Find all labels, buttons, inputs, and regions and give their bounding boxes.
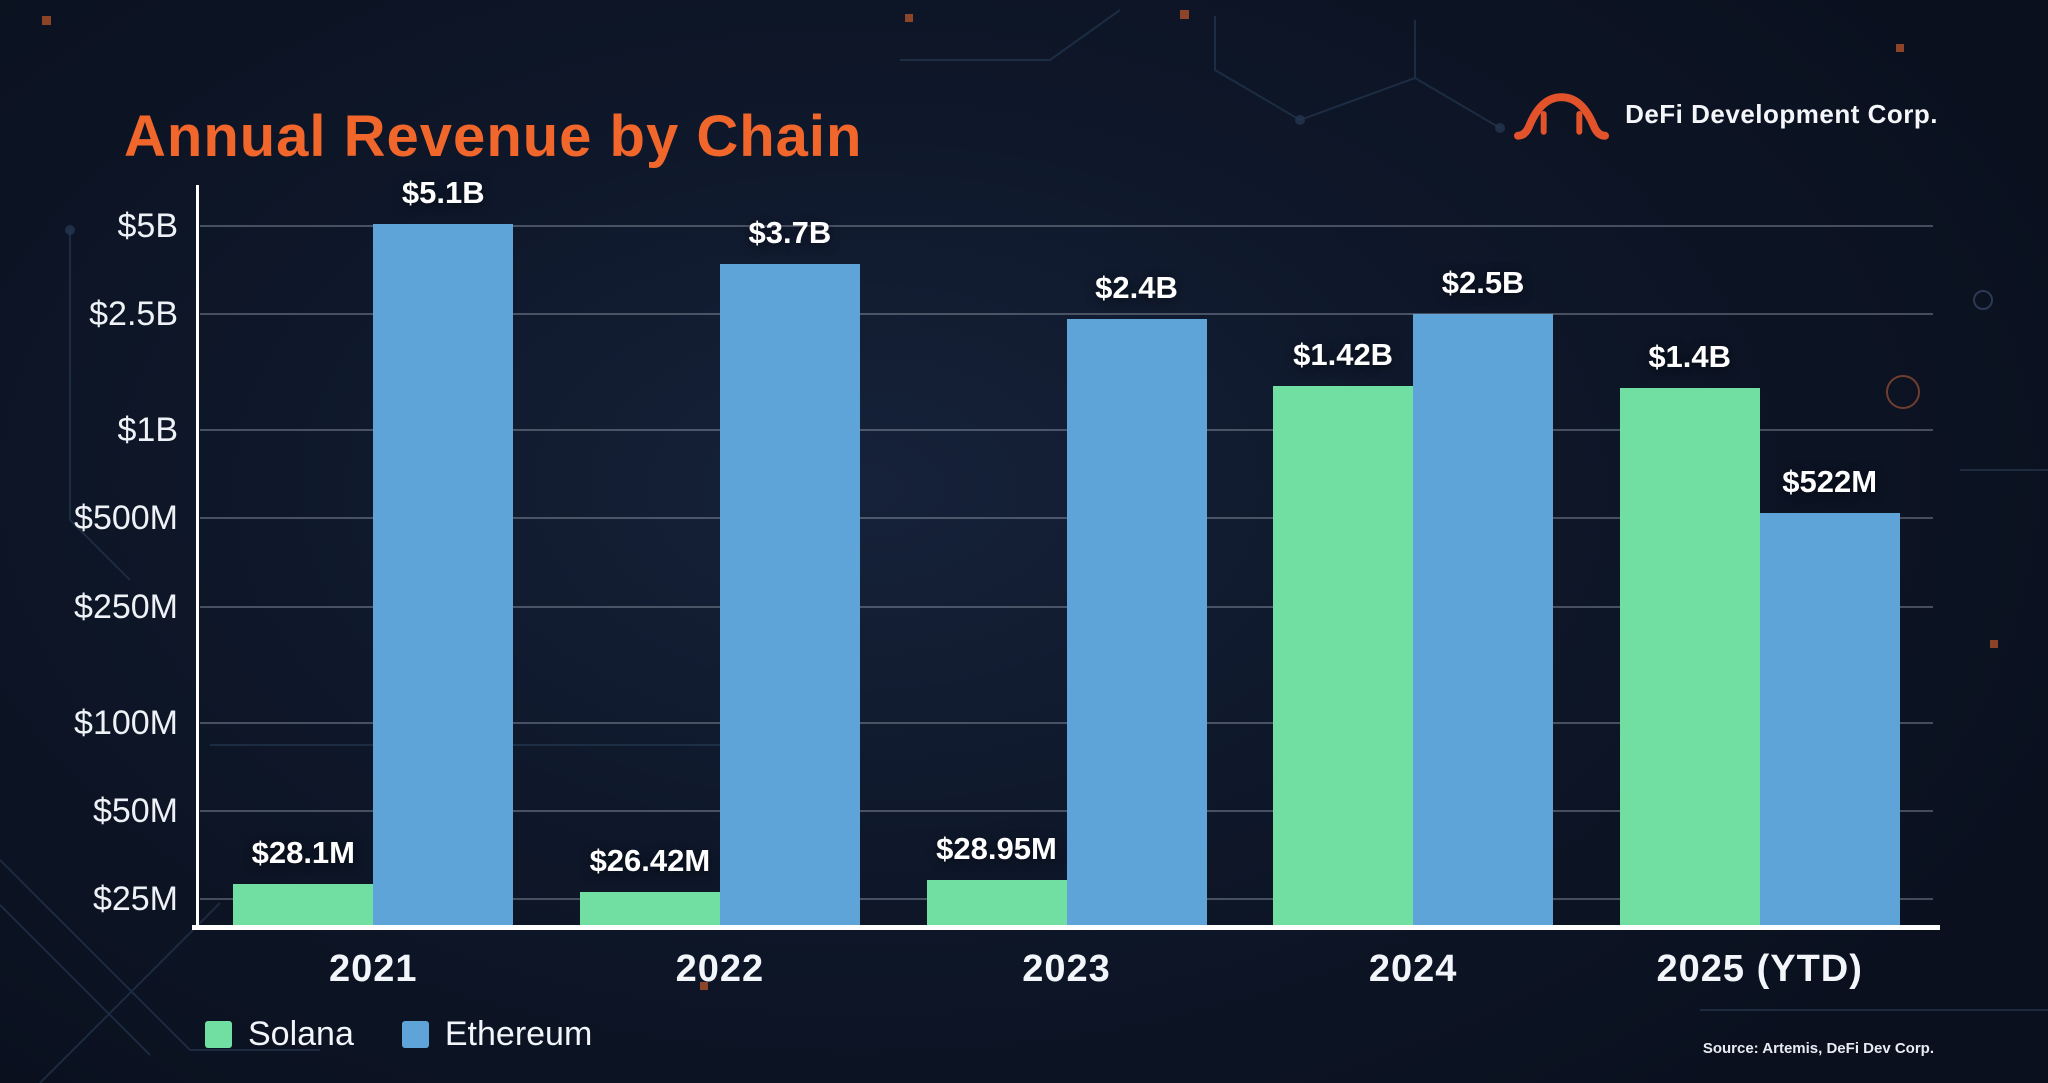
value-label-ethereum-2025ytd: $522M	[1782, 464, 1878, 500]
bridge-arch-icon	[1514, 84, 1610, 145]
y-tick-label: $5B	[117, 207, 179, 246]
bar-ethereum-2022	[719, 264, 860, 927]
value-label-ethereum-2022: $3.7B	[748, 215, 832, 251]
source-note: Source: Artemis, DeFi Dev Corp.	[1702, 1040, 1934, 1057]
y-tick-label: $2.5B	[89, 295, 178, 334]
x-axis-line	[192, 925, 1940, 930]
x-axis-label-2022: 2022	[675, 948, 765, 990]
y-axis-line	[196, 185, 199, 930]
legend-label-ethereum: Ethereum	[444, 1015, 593, 1053]
bar-solana-2022	[579, 891, 720, 927]
value-label-ethereum-2023: $2.4B	[1095, 270, 1178, 306]
bar-ethereum-2021	[373, 223, 514, 927]
bar-ethereum-2025ytd	[1759, 513, 1900, 927]
bar-solana-2021	[233, 884, 374, 927]
x-axis-label-2023: 2023	[1022, 948, 1111, 990]
legend-swatch-solana	[205, 1021, 232, 1048]
y-tick-label: $1B	[117, 411, 179, 450]
bar-solana-2023	[926, 880, 1067, 927]
value-label-solana-2021: $28.1M	[251, 835, 355, 871]
gridline	[200, 225, 1933, 228]
legend-swatch-ethereum	[401, 1021, 429, 1048]
y-tick-label: $50M	[92, 791, 178, 830]
value-label-solana-2024: $1.42B	[1293, 336, 1394, 372]
bar-ethereum-2024	[1413, 314, 1554, 927]
legend-label-solana: Solana	[248, 1015, 354, 1053]
x-axis-label-2025ytd: 2025 (YTD)	[1656, 948, 1863, 990]
value-label-solana-2023: $28.95M	[936, 831, 1057, 867]
legend: Solana Ethereum	[205, 1015, 592, 1054]
y-tick-label: $250M	[74, 587, 178, 626]
bar-solana-2024	[1273, 385, 1414, 927]
page-title: Annual Revenue by Chain	[124, 103, 863, 169]
value-label-solana-2022: $26.42M	[589, 842, 711, 878]
brand: DeFi Development Corp.	[1514, 84, 1938, 145]
value-label-solana-2025ytd: $1.4B	[1648, 338, 1732, 374]
x-axis-label-2021: 2021	[329, 948, 418, 990]
legend-item-ethereum: Ethereum	[401, 1015, 593, 1054]
gridline	[200, 313, 1933, 316]
value-label-ethereum-2021: $5.1B	[401, 174, 485, 210]
legend-item-solana: Solana	[205, 1015, 354, 1054]
x-axis-label-2024: 2024	[1368, 948, 1458, 990]
y-tick-label: $100M	[74, 703, 178, 742]
brand-name: DeFi Development Corp.	[1625, 99, 1938, 129]
value-label-ethereum-2024: $2.5B	[1441, 265, 1525, 301]
y-tick-label: $25M	[92, 880, 178, 918]
bar-ethereum-2023	[1066, 319, 1207, 927]
y-tick-label: $500M	[74, 499, 178, 538]
bar-solana-2025ytd	[1619, 387, 1760, 927]
